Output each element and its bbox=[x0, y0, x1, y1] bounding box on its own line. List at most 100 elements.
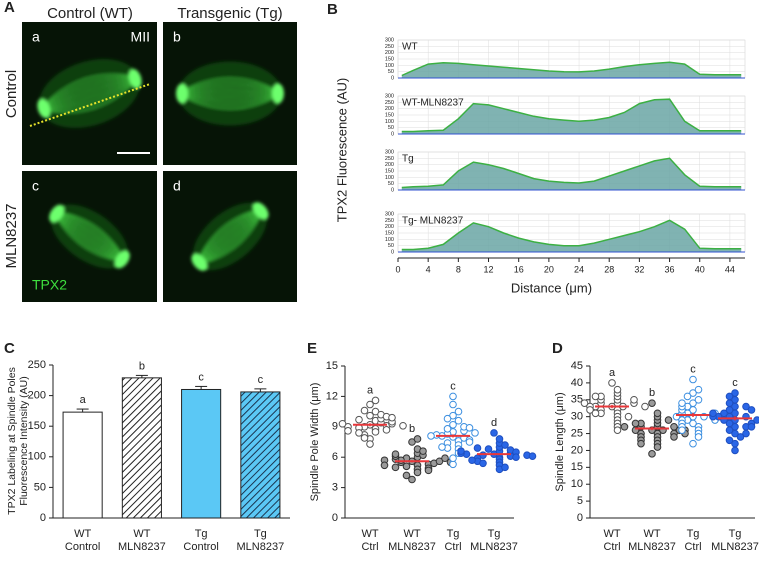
x-tick-label: MLN8237 bbox=[237, 541, 285, 553]
dot bbox=[419, 447, 427, 455]
y-tick-label: 150 bbox=[385, 168, 394, 174]
dot bbox=[355, 415, 363, 424]
dot bbox=[694, 385, 703, 394]
y-tick-label: 6 bbox=[332, 451, 338, 463]
fiber bbox=[39, 76, 140, 114]
dot bbox=[413, 435, 422, 443]
dot bbox=[731, 429, 739, 438]
y-tick-label: 0 bbox=[40, 512, 46, 524]
y-tick-label: 200 bbox=[385, 50, 394, 56]
series-label: WT-MLN8237 bbox=[402, 98, 464, 109]
x-tick-label: 24 bbox=[574, 264, 584, 274]
dot bbox=[528, 452, 537, 460]
x-tick-label: 16 bbox=[514, 264, 524, 274]
dot bbox=[731, 389, 739, 397]
pole bbox=[114, 250, 130, 269]
x-tick-label: MLN8237 bbox=[470, 541, 518, 553]
panel-label: B bbox=[327, 1, 338, 18]
x-tick-label: WT bbox=[403, 528, 420, 540]
bar bbox=[240, 391, 281, 519]
dot bbox=[747, 423, 756, 431]
y-tick-label: 100 bbox=[385, 119, 394, 125]
dot bbox=[709, 409, 717, 418]
dot bbox=[449, 392, 457, 401]
y-tick-label: 150 bbox=[28, 420, 46, 432]
x-tick-label: WT bbox=[133, 528, 150, 540]
dot bbox=[725, 436, 734, 445]
row-title: MLN8237 bbox=[3, 203, 20, 268]
dot bbox=[427, 432, 435, 440]
pole bbox=[252, 202, 269, 220]
spindle bbox=[191, 202, 269, 271]
column-title: Transgenic (Tg) bbox=[177, 5, 282, 22]
panel-a: A Control (WT) Transgenic (Tg) Control M… bbox=[3, 0, 297, 302]
dot bbox=[366, 411, 374, 420]
series-label: Tg- MLN8237 bbox=[402, 216, 464, 227]
dot bbox=[438, 443, 446, 451]
dot bbox=[694, 433, 703, 441]
dot bbox=[720, 409, 728, 418]
dot bbox=[689, 419, 697, 428]
bar bbox=[121, 377, 162, 519]
dot bbox=[725, 392, 734, 401]
dot bbox=[495, 435, 504, 443]
annotation: b bbox=[409, 423, 415, 435]
dot bbox=[620, 423, 629, 431]
panel-label: A bbox=[4, 0, 15, 16]
y-tick-label: 250 bbox=[28, 359, 46, 371]
annotation: c bbox=[450, 380, 456, 392]
fiber bbox=[177, 92, 283, 99]
dot bbox=[624, 412, 633, 421]
dot bbox=[725, 426, 734, 434]
dot bbox=[580, 399, 589, 407]
area-line bbox=[401, 157, 742, 189]
y-tick-label: 0 bbox=[391, 249, 394, 255]
dot bbox=[402, 462, 411, 471]
y-tick-label: 0 bbox=[391, 75, 394, 81]
spindle bbox=[176, 61, 284, 126]
y-tick-label: 50 bbox=[34, 481, 46, 493]
y-tick-label: 5 bbox=[577, 495, 583, 507]
cell-label: d bbox=[173, 178, 181, 194]
dot bbox=[360, 406, 369, 415]
dot bbox=[465, 438, 474, 446]
x-tick-label: Ctrl bbox=[684, 541, 701, 553]
y-tick-label: 20 bbox=[571, 444, 583, 456]
dot bbox=[630, 395, 638, 404]
y-axis-label: Spindle Length (μm) bbox=[554, 392, 566, 491]
dot bbox=[512, 453, 520, 462]
x-tick-label: 28 bbox=[604, 264, 614, 274]
x-tick-label: Tg bbox=[687, 528, 700, 540]
dot bbox=[391, 463, 400, 472]
spindle bbox=[37, 59, 142, 128]
y-tick-label: 300 bbox=[385, 211, 394, 217]
x-tick-label: WT bbox=[603, 528, 620, 540]
dot bbox=[457, 447, 465, 455]
dot bbox=[454, 407, 463, 416]
area-line bbox=[401, 61, 742, 77]
dot bbox=[471, 429, 479, 437]
dot bbox=[689, 375, 697, 384]
dot bbox=[753, 416, 759, 424]
x-tick-label: 20 bbox=[544, 264, 554, 274]
x-tick-label: 44 bbox=[725, 264, 735, 274]
y-tick-label: 10 bbox=[571, 478, 583, 490]
y-tick-label: 250 bbox=[385, 100, 394, 106]
x-tick-label: 8 bbox=[456, 264, 461, 274]
fiber bbox=[177, 92, 283, 102]
annotation: c bbox=[690, 363, 696, 375]
dot bbox=[591, 409, 600, 418]
fiber bbox=[39, 76, 140, 111]
dot bbox=[443, 414, 452, 423]
dot bbox=[501, 441, 509, 449]
y-tick-label: 3 bbox=[332, 482, 338, 494]
fiber bbox=[177, 92, 283, 110]
y-tick-label: 100 bbox=[385, 63, 394, 69]
y-tick-label: 15 bbox=[571, 461, 583, 473]
panel-label: D bbox=[552, 340, 563, 357]
dot bbox=[678, 399, 686, 407]
annotation: c bbox=[198, 371, 204, 383]
fiber bbox=[177, 88, 283, 95]
annotation: b bbox=[649, 387, 655, 399]
panel-label: C bbox=[4, 340, 15, 357]
